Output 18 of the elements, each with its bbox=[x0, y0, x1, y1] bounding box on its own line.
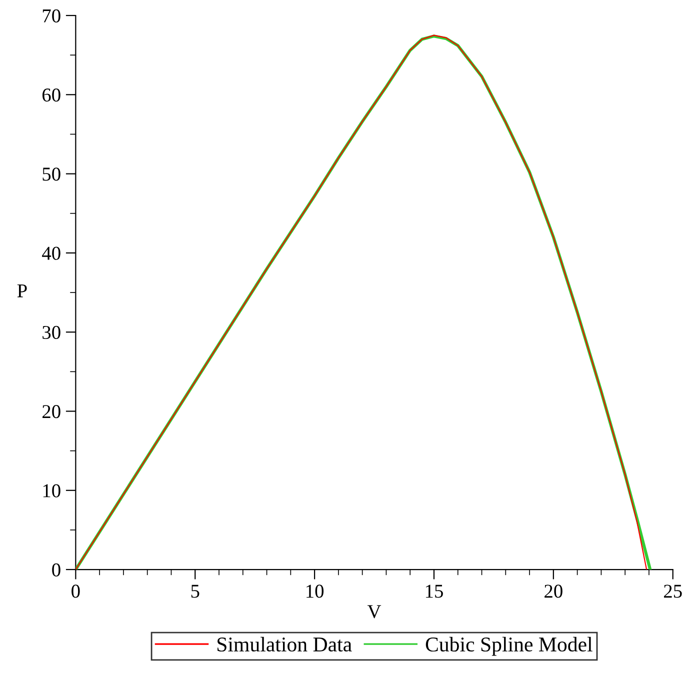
x-tick-label: 25 bbox=[664, 584, 682, 598]
y-tick-label: 60 bbox=[42, 88, 60, 102]
y-tick-label: 70 bbox=[42, 9, 60, 22]
x-tick-label: 5 bbox=[191, 584, 200, 598]
y-tick-label: 10 bbox=[43, 484, 60, 498]
x-tick-label: 10 bbox=[306, 584, 324, 598]
legend-label: Cubic Spline Model bbox=[426, 636, 592, 656]
y-tick-label: 0 bbox=[52, 563, 60, 576]
x-tick-label: 15 bbox=[426, 584, 443, 598]
x-axis-title: V bbox=[367, 605, 382, 618]
y-tick-label: 30 bbox=[42, 326, 60, 340]
y-tick-label: 40 bbox=[42, 246, 60, 260]
x-tick-label: 0 bbox=[72, 584, 80, 598]
y-axis-title: P bbox=[17, 284, 27, 298]
legend-label: Simulation Data bbox=[218, 636, 352, 652]
y-tick-label: 20 bbox=[42, 405, 60, 418]
y-tick-label: 50 bbox=[42, 168, 60, 181]
x-tick-label: 20 bbox=[544, 584, 562, 598]
